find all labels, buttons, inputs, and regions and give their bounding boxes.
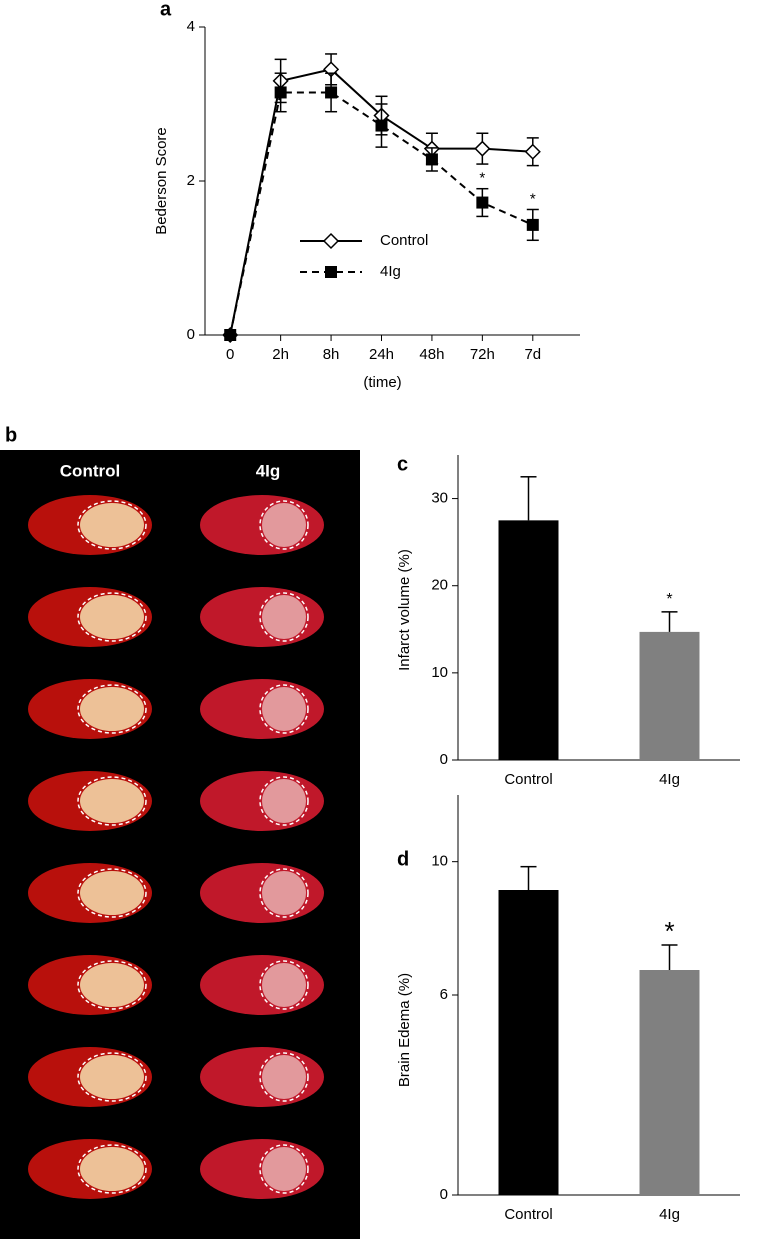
lesion-outline bbox=[77, 1052, 147, 1102]
x-tick-label: 0 bbox=[226, 346, 234, 363]
annotation: * bbox=[664, 916, 674, 946]
legend-marker bbox=[322, 232, 340, 250]
y-tick-label: 0 bbox=[440, 1186, 448, 1203]
lesion bbox=[80, 503, 144, 547]
lesion bbox=[80, 595, 144, 639]
error-bar bbox=[661, 611, 678, 632]
lesion-outline bbox=[77, 868, 147, 918]
marker bbox=[325, 86, 338, 99]
marker bbox=[274, 86, 287, 99]
lesion bbox=[262, 595, 306, 639]
marker bbox=[375, 119, 388, 132]
lesion bbox=[262, 1055, 306, 1099]
lesion-outline bbox=[77, 1144, 147, 1194]
panel-letter: a bbox=[160, 0, 172, 20]
lesion-outline bbox=[77, 592, 147, 642]
lesion bbox=[80, 963, 144, 1007]
y-axis-label: Bederson Score bbox=[153, 127, 170, 235]
lesion-outline bbox=[259, 776, 309, 826]
bar bbox=[639, 631, 700, 760]
error-bar bbox=[520, 865, 537, 890]
marker bbox=[476, 196, 489, 209]
annotation: * bbox=[530, 190, 536, 207]
y-tick-label: 20 bbox=[431, 577, 448, 594]
image-background bbox=[0, 450, 360, 1239]
lesion bbox=[80, 1147, 144, 1191]
legend-marker bbox=[325, 266, 337, 278]
y-axis-label: Infarct volume (%) bbox=[396, 549, 413, 671]
lesion-outline bbox=[259, 868, 309, 918]
y-tick-label: 4 bbox=[187, 18, 195, 35]
x-tick-label: 24h bbox=[369, 346, 394, 363]
lesion-outline bbox=[259, 684, 309, 734]
annotation: * bbox=[666, 591, 672, 608]
panel-letter: b bbox=[5, 424, 17, 446]
marker bbox=[224, 329, 237, 341]
column-label: 4Ig bbox=[256, 461, 281, 480]
bar bbox=[498, 520, 559, 760]
lesion-outline bbox=[259, 960, 309, 1010]
lesion bbox=[80, 779, 144, 823]
lesion-outline bbox=[259, 1144, 309, 1194]
x-tick-label: Control bbox=[504, 771, 552, 788]
panel-letter: c bbox=[397, 453, 408, 475]
lesion bbox=[80, 871, 144, 915]
lesion-outline bbox=[259, 500, 309, 550]
marker bbox=[524, 143, 541, 160]
lesion-outline bbox=[259, 592, 309, 642]
lesion bbox=[262, 687, 306, 731]
y-tick-label: 0 bbox=[440, 751, 448, 768]
panel-letter: d bbox=[397, 848, 409, 870]
annotation: * bbox=[479, 170, 485, 187]
brain-slices bbox=[28, 495, 324, 1199]
marker bbox=[526, 218, 539, 231]
y-tick-label: 6 bbox=[440, 986, 448, 1003]
lesion bbox=[80, 1055, 144, 1099]
bar bbox=[498, 890, 559, 1195]
lesion bbox=[262, 963, 306, 1007]
lesion bbox=[262, 1147, 306, 1191]
lesion bbox=[262, 779, 306, 823]
marker bbox=[474, 140, 491, 157]
lesion-outline bbox=[77, 684, 147, 734]
x-tick-label: 8h bbox=[323, 346, 340, 363]
error-bar bbox=[520, 476, 537, 521]
x-axis-label: (time) bbox=[363, 374, 401, 391]
bar bbox=[639, 970, 700, 1195]
lesion-outline bbox=[77, 960, 147, 1010]
y-tick-label: 10 bbox=[431, 853, 448, 870]
y-tick-label: 2 bbox=[187, 172, 195, 189]
lesion bbox=[262, 503, 306, 547]
x-tick-label: 4Ig bbox=[659, 771, 680, 788]
lesion bbox=[262, 871, 306, 915]
marker bbox=[425, 153, 438, 166]
x-tick-label: 7d bbox=[524, 346, 541, 363]
lesion bbox=[80, 687, 144, 731]
x-tick-label: Control bbox=[504, 1206, 552, 1223]
x-tick-label: 4Ig bbox=[659, 1206, 680, 1223]
column-label: Control bbox=[60, 461, 120, 480]
x-tick-label: 48h bbox=[419, 346, 444, 363]
legend-label: 4Ig bbox=[380, 263, 401, 280]
y-tick-label: 30 bbox=[431, 490, 448, 507]
lesion-outline bbox=[77, 776, 147, 826]
error-bar bbox=[661, 944, 678, 970]
lesion-outline bbox=[77, 500, 147, 550]
legend-label: Control bbox=[380, 232, 428, 249]
y-tick-label: 0 bbox=[187, 326, 195, 343]
y-axis-label: Brain Edema (%) bbox=[396, 973, 413, 1087]
lesion-outline bbox=[259, 1052, 309, 1102]
y-tick-label: 10 bbox=[431, 664, 448, 681]
x-tick-label: 72h bbox=[470, 346, 495, 363]
x-tick-label: 2h bbox=[272, 346, 289, 363]
